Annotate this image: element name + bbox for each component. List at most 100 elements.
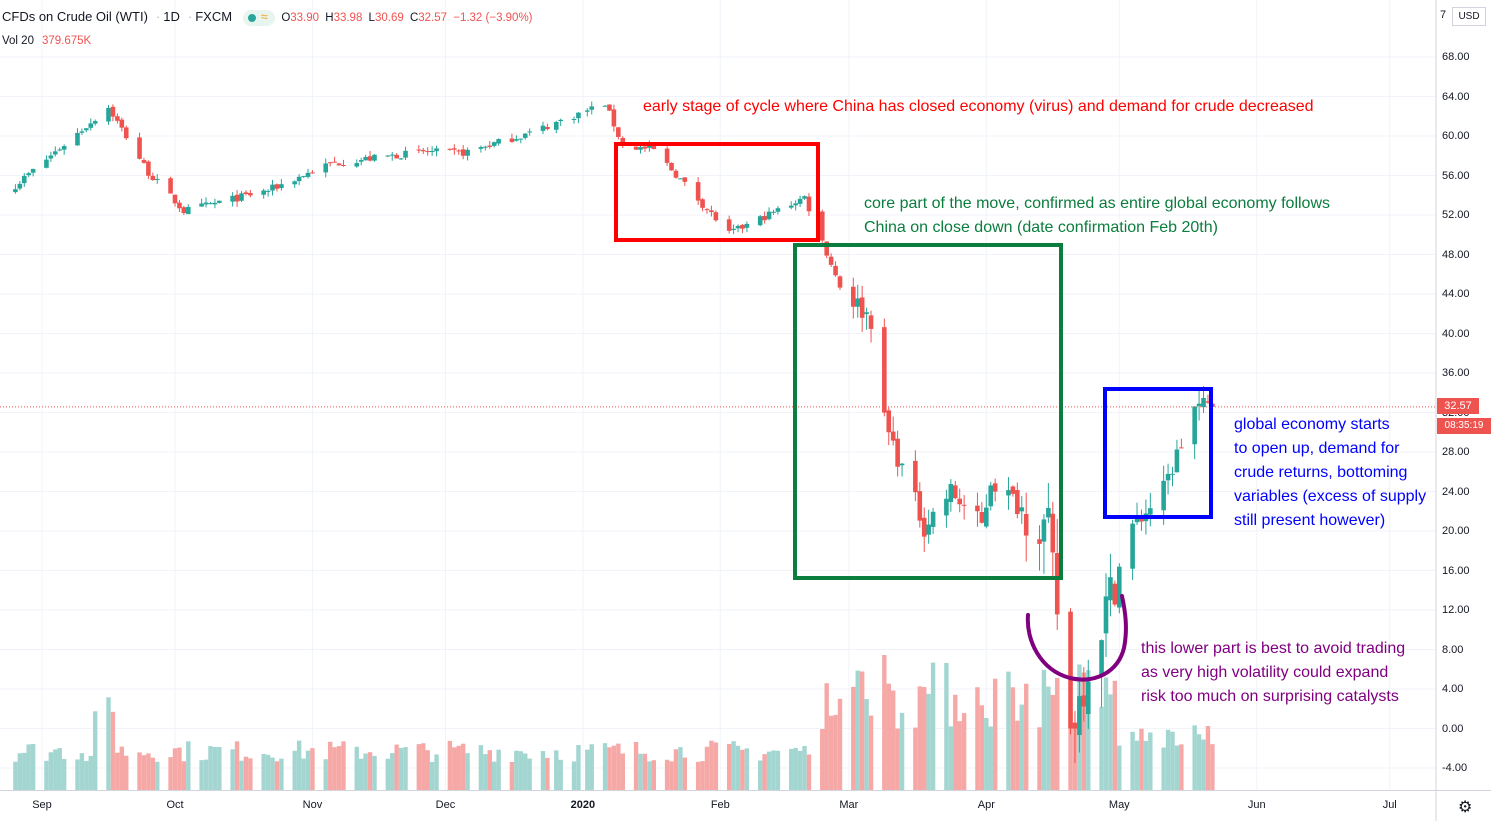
candle[interactable] bbox=[79, 128, 85, 136]
candle[interactable] bbox=[21, 173, 27, 187]
candle[interactable] bbox=[518, 138, 524, 144]
candle[interactable] bbox=[248, 189, 253, 198]
candle[interactable] bbox=[456, 149, 462, 155]
candle[interactable] bbox=[460, 145, 466, 160]
candle[interactable] bbox=[217, 200, 222, 204]
candle[interactable] bbox=[726, 215, 732, 234]
candle[interactable] bbox=[305, 168, 311, 179]
candle[interactable] bbox=[571, 116, 577, 124]
candle[interactable] bbox=[926, 509, 931, 544]
candle[interactable] bbox=[882, 318, 887, 417]
candle[interactable] bbox=[13, 184, 18, 194]
candle[interactable] bbox=[735, 224, 741, 233]
candle[interactable] bbox=[930, 508, 936, 534]
currency-button[interactable]: USD bbox=[1452, 7, 1486, 26]
candle[interactable] bbox=[88, 118, 94, 131]
candle[interactable] bbox=[704, 208, 710, 214]
candle[interactable] bbox=[230, 192, 235, 207]
candle[interactable] bbox=[700, 198, 705, 212]
candle[interactable] bbox=[146, 160, 151, 180]
candle[interactable] bbox=[771, 209, 776, 215]
candle[interactable] bbox=[837, 275, 843, 290]
candle[interactable] bbox=[819, 209, 825, 243]
candle[interactable] bbox=[558, 118, 563, 127]
candle[interactable] bbox=[496, 138, 501, 146]
candle[interactable] bbox=[522, 132, 528, 140]
candle[interactable] bbox=[44, 155, 49, 169]
symbol-title[interactable]: CFDs on Crude Oil (WTI) bbox=[2, 9, 148, 24]
candle[interactable] bbox=[487, 141, 493, 149]
candle[interactable] bbox=[744, 221, 750, 233]
candle[interactable] bbox=[208, 201, 213, 205]
candle[interactable] bbox=[527, 128, 532, 136]
candle[interactable] bbox=[585, 108, 590, 117]
candle[interactable] bbox=[186, 204, 191, 215]
candle[interactable] bbox=[57, 147, 63, 152]
candle[interactable] bbox=[944, 489, 949, 528]
candle[interactable] bbox=[1046, 482, 1051, 523]
candle[interactable] bbox=[633, 146, 639, 151]
candle[interactable] bbox=[864, 307, 869, 330]
candle[interactable] bbox=[664, 146, 670, 166]
candle[interactable] bbox=[177, 200, 182, 213]
candle[interactable] bbox=[75, 128, 80, 146]
candle[interactable] bbox=[859, 285, 865, 332]
candle[interactable] bbox=[420, 147, 426, 154]
candle[interactable] bbox=[1006, 477, 1011, 510]
candle[interactable] bbox=[150, 172, 156, 181]
candle[interactable] bbox=[851, 277, 856, 319]
candle[interactable] bbox=[602, 104, 608, 107]
candle[interactable] bbox=[1165, 463, 1171, 495]
candle[interactable] bbox=[53, 146, 58, 157]
candle[interactable] bbox=[385, 155, 391, 158]
candle[interactable] bbox=[341, 159, 346, 167]
candle[interactable] bbox=[296, 174, 302, 186]
candle[interactable] bbox=[168, 176, 173, 194]
candle[interactable] bbox=[310, 170, 315, 174]
candle[interactable] bbox=[1192, 406, 1197, 460]
candle[interactable] bbox=[403, 146, 408, 160]
candle[interactable] bbox=[540, 121, 546, 135]
candle[interactable] bbox=[123, 125, 129, 141]
candle[interactable] bbox=[1170, 466, 1175, 487]
candle[interactable] bbox=[984, 494, 989, 529]
candle[interactable] bbox=[775, 206, 781, 215]
candle[interactable] bbox=[30, 168, 36, 177]
candle[interactable] bbox=[913, 450, 918, 502]
candle[interactable] bbox=[1072, 711, 1078, 764]
candle[interactable] bbox=[957, 488, 962, 513]
candle[interactable] bbox=[154, 174, 160, 184]
candle[interactable] bbox=[26, 171, 31, 178]
candle[interactable] bbox=[452, 144, 457, 155]
candle[interactable] bbox=[172, 194, 178, 207]
candle[interactable] bbox=[802, 195, 807, 200]
candle[interactable] bbox=[682, 177, 688, 187]
candle[interactable] bbox=[1205, 394, 1211, 404]
candle[interactable] bbox=[740, 224, 745, 234]
candle[interactable] bbox=[1174, 439, 1180, 473]
candle[interactable] bbox=[332, 156, 337, 163]
candle[interactable] bbox=[363, 154, 368, 161]
candle[interactable] bbox=[17, 180, 23, 191]
candle[interactable] bbox=[265, 189, 271, 197]
candle[interactable] bbox=[416, 145, 422, 154]
candle[interactable] bbox=[367, 150, 373, 162]
candle[interactable] bbox=[868, 310, 874, 343]
candle[interactable] bbox=[788, 201, 794, 210]
candle[interactable] bbox=[952, 480, 958, 500]
candle[interactable] bbox=[354, 159, 360, 168]
candle[interactable] bbox=[975, 492, 980, 527]
candle[interactable] bbox=[948, 479, 954, 512]
candle[interactable] bbox=[762, 211, 767, 224]
candle[interactable] bbox=[1117, 563, 1122, 614]
candle[interactable] bbox=[1130, 519, 1135, 581]
candle[interactable] bbox=[270, 179, 275, 196]
candle[interactable] bbox=[239, 191, 244, 203]
candle[interactable] bbox=[1134, 502, 1140, 526]
candle[interactable] bbox=[327, 162, 333, 167]
candle[interactable] bbox=[261, 188, 266, 199]
candle[interactable] bbox=[589, 101, 595, 115]
candle[interactable] bbox=[1081, 667, 1087, 722]
candle[interactable] bbox=[899, 462, 905, 477]
